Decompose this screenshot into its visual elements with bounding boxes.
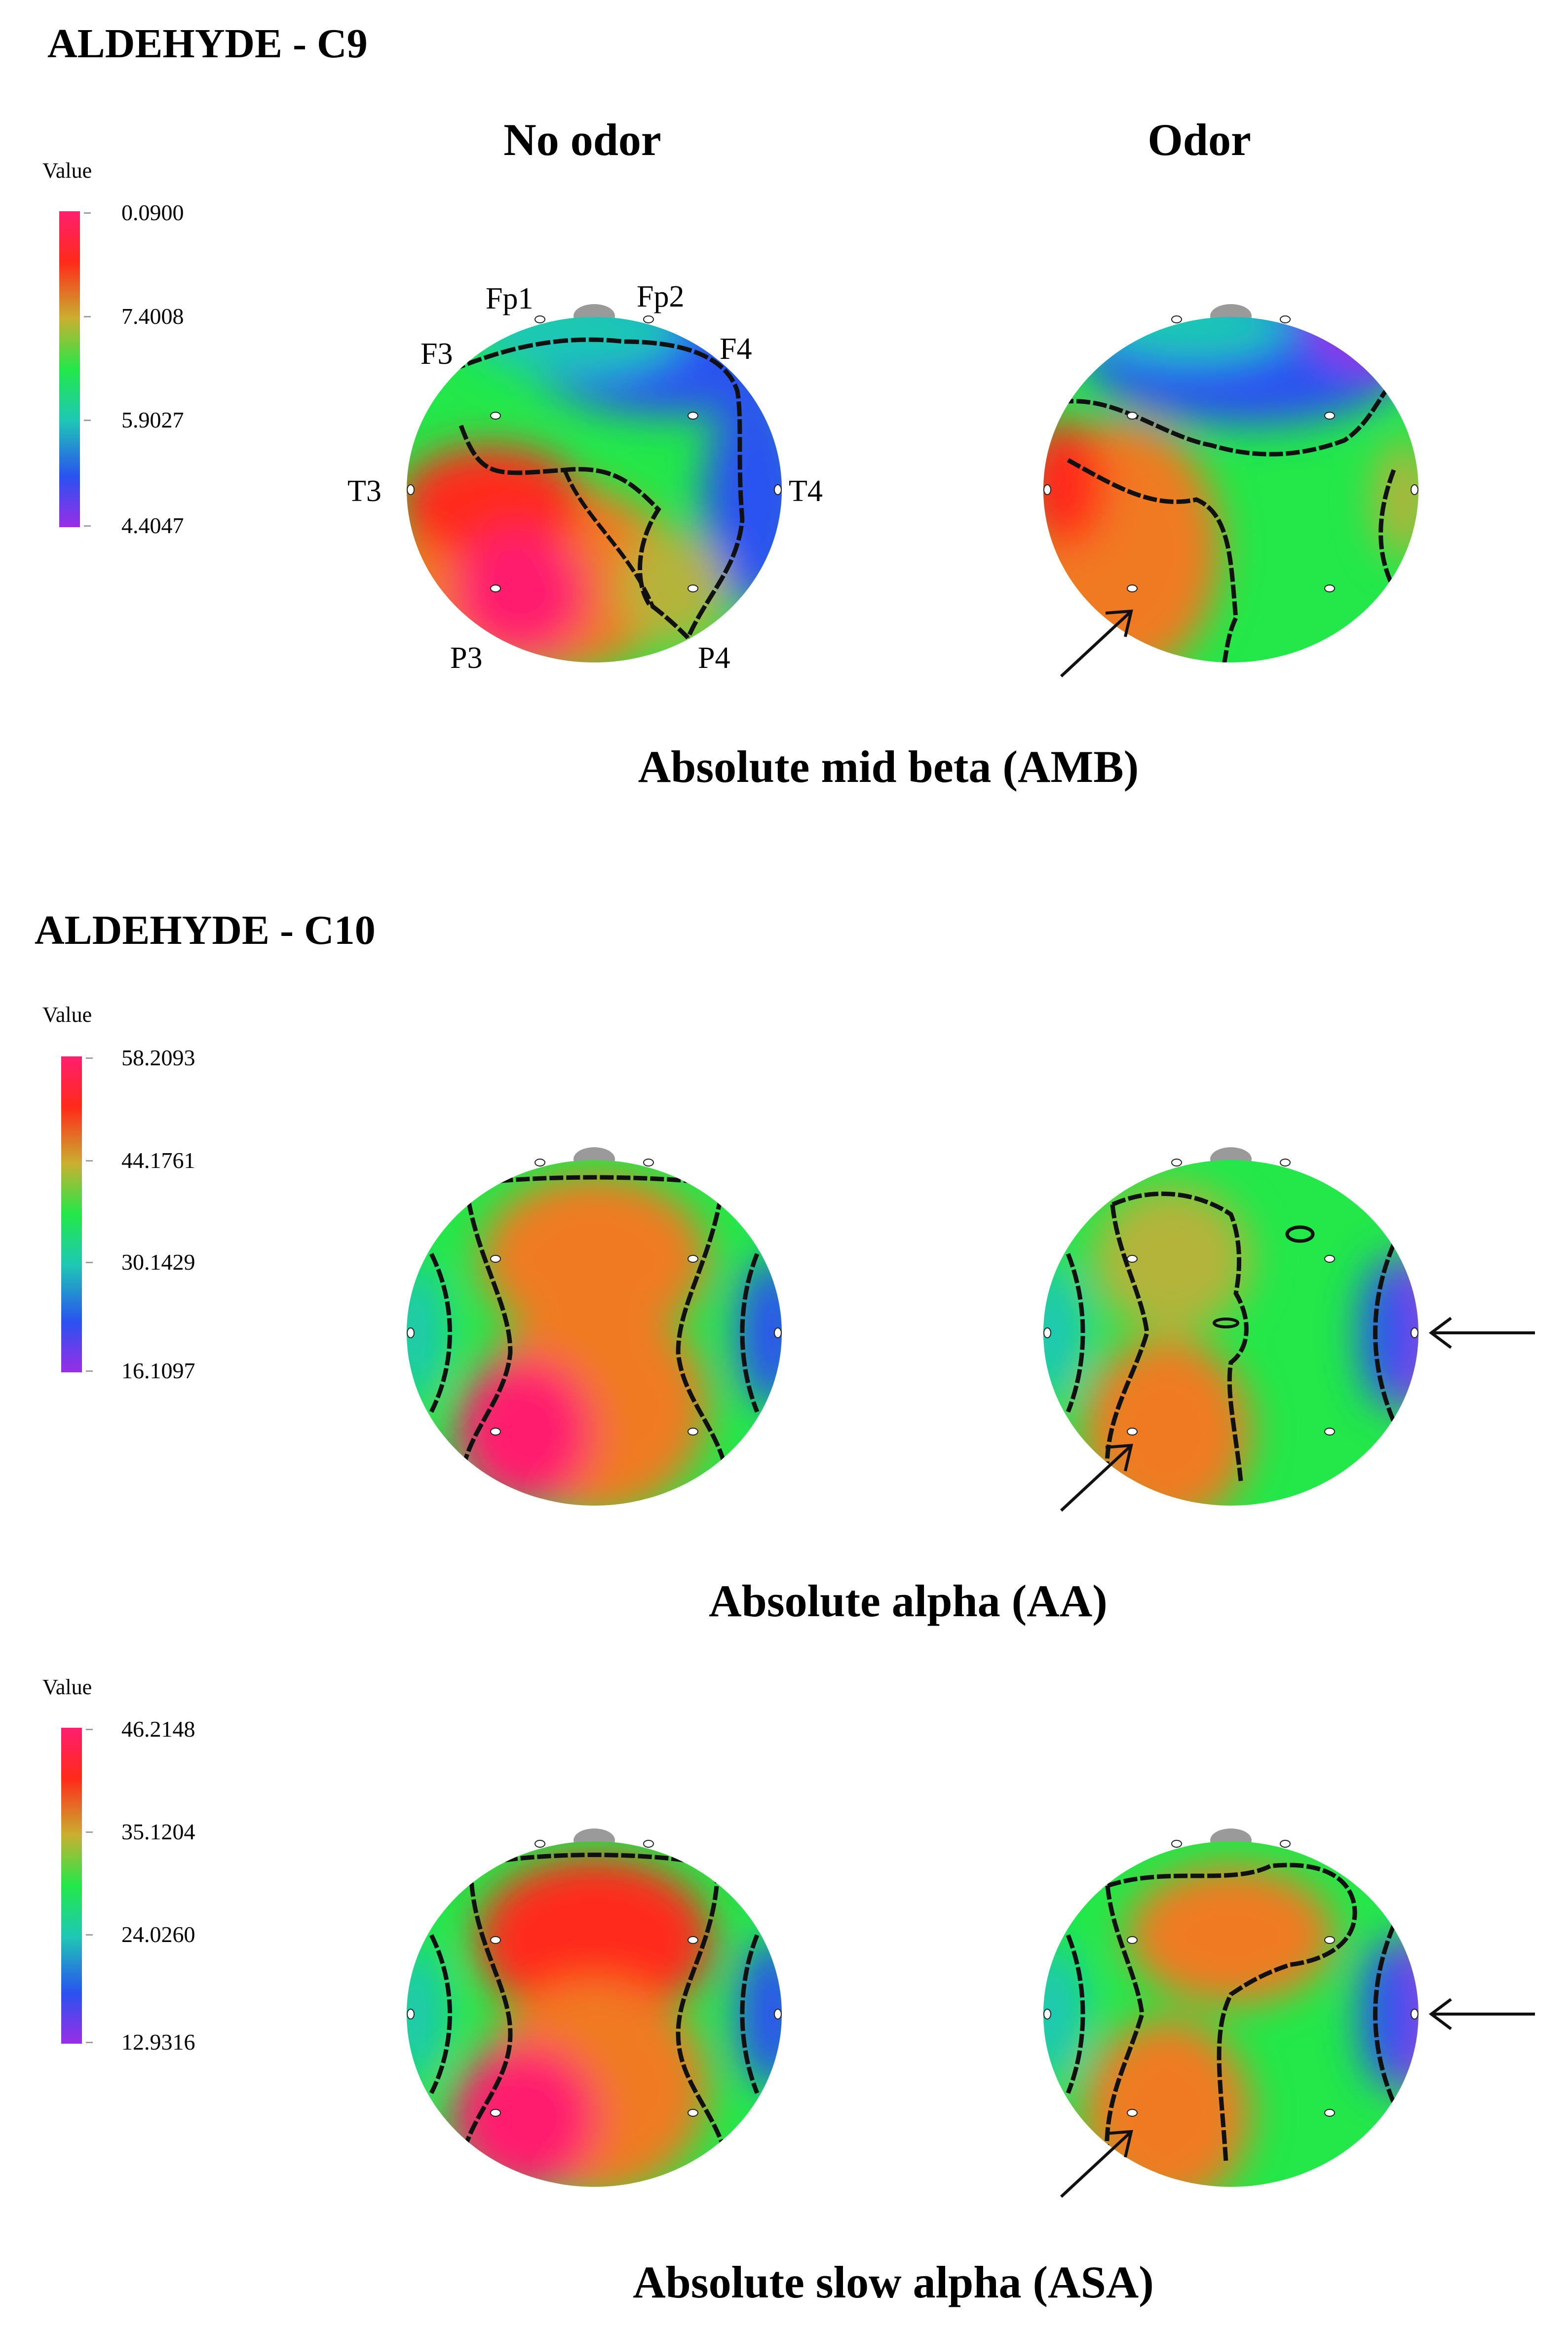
caption-asa: Absolute slow alpha (ASA) — [633, 2257, 1154, 2307]
caption-aa: Absolute alpha (AA) — [709, 1576, 1108, 1626]
legend-color-bar — [59, 211, 80, 527]
electrode-label-f3: F3 — [421, 337, 453, 371]
legend-title: Value — [42, 158, 92, 183]
topomap-c9-odor — [1043, 304, 1418, 662]
legend-tick: 35.1204 — [121, 1819, 195, 1844]
legend-title: Value — [42, 1003, 92, 1027]
electrode-label-f4: F4 — [720, 332, 752, 366]
legend-tick: 24.0260 — [121, 1922, 195, 1947]
legend-title: Value — [42, 1675, 92, 1699]
legend-tick: 16.1097 — [121, 1358, 195, 1383]
section-title-c10: ALDEHYDE - C10 — [35, 907, 376, 953]
arrow-pointer — [1060, 1443, 1133, 1512]
column-heading-odor: Odor — [1147, 115, 1251, 165]
legend-color-bar — [61, 1056, 82, 1372]
arrow-pointer — [1060, 2130, 1133, 2198]
section-title-c9: ALDEHYDE - C9 — [47, 21, 368, 67]
arrow-pointer — [1429, 1317, 1535, 1349]
legend-tick: 12.9316 — [121, 2029, 195, 2055]
legend-color-bar — [61, 1728, 82, 2044]
column-heading-no-odor: No odor — [503, 115, 661, 165]
legend-tick: 44.1761 — [121, 1148, 195, 1173]
legend-tick: 7.4008 — [121, 304, 184, 329]
electrode-label-t4: T4 — [789, 474, 823, 508]
electrode-label-t3: T3 — [347, 474, 382, 508]
topomap-c9-no-odor — [407, 304, 782, 662]
electrode-label-p4: P4 — [698, 641, 730, 675]
arrow-pointer — [1429, 1998, 1535, 2030]
legend-tick: 46.2148 — [121, 1716, 195, 1742]
topomap-asa-odor — [1043, 1828, 1418, 2187]
electrode-label-p3: P3 — [450, 641, 483, 675]
arrow-pointer — [1060, 609, 1133, 678]
caption-amb: Absolute mid beta (AMB) — [638, 741, 1139, 792]
legend-tick: 58.2093 — [121, 1045, 195, 1070]
legend-tick: 0.0900 — [121, 200, 184, 225]
topomap-asa-no-odor — [407, 1828, 782, 2187]
legend-tick: 5.9027 — [121, 407, 184, 432]
legend-tick: 4.4047 — [121, 513, 184, 538]
legend-tick: 30.1429 — [121, 1249, 195, 1275]
electrode-label-fp2: Fp2 — [637, 280, 685, 313]
electrode-label-fp1: Fp1 — [486, 282, 534, 315]
topomap-c10-no-odor — [407, 1147, 782, 1506]
